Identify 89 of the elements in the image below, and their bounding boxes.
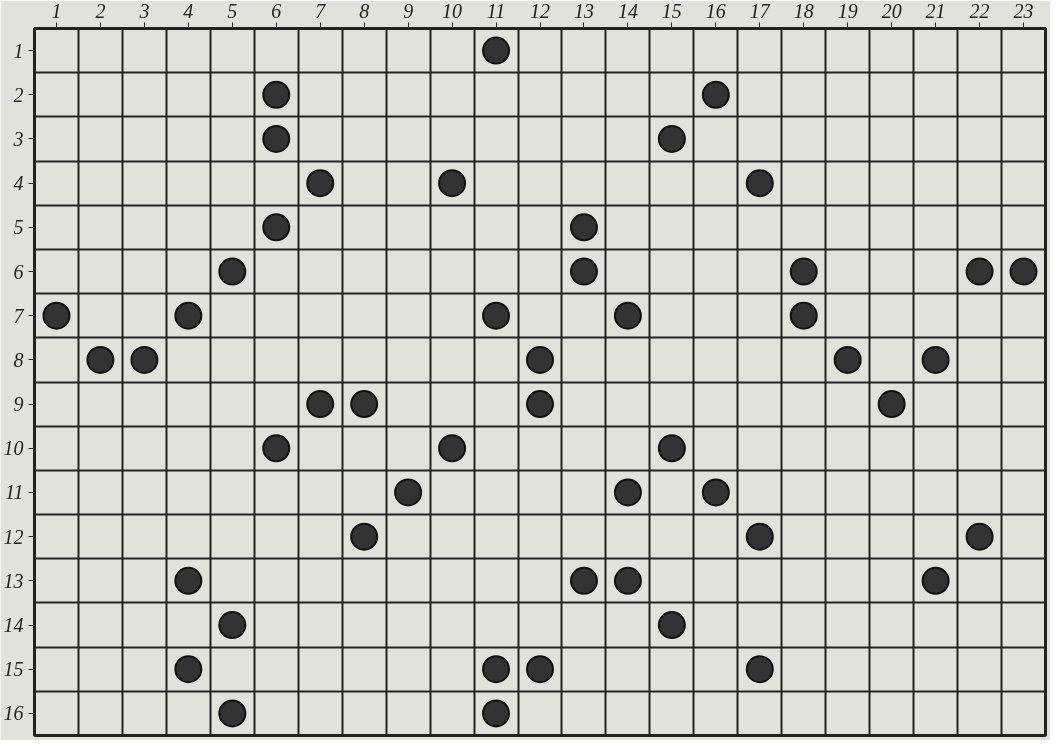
point <box>218 699 247 728</box>
y-tick-label: 15 <box>3 658 24 681</box>
y-tick-label: 8 <box>13 348 24 371</box>
y-tick-label: 2 <box>13 83 24 106</box>
point <box>262 434 291 463</box>
point <box>482 655 511 684</box>
point <box>569 566 598 595</box>
point <box>482 301 511 330</box>
y-tick-label: 12 <box>3 525 24 548</box>
point <box>833 345 862 374</box>
point <box>262 80 291 109</box>
point <box>921 345 950 374</box>
point <box>877 390 906 419</box>
point <box>262 124 291 153</box>
y-tick-label: 14 <box>3 614 24 637</box>
point <box>218 611 247 640</box>
point <box>526 345 554 374</box>
x-tick-label: 18 <box>793 0 814 22</box>
x-tick-label: 16 <box>705 0 726 22</box>
x-tick-label: 4 <box>183 0 194 22</box>
x-tick-label: 13 <box>573 0 594 22</box>
point <box>482 699 511 728</box>
point <box>965 522 994 551</box>
y-tick-label: 11 <box>4 481 24 504</box>
y-tick-label: 16 <box>3 702 24 725</box>
x-tick-label: 1 <box>51 0 62 22</box>
x-tick-label: 10 <box>442 0 463 22</box>
point <box>789 301 818 330</box>
x-tick-label: 11 <box>486 0 506 22</box>
point <box>526 655 554 684</box>
point <box>218 257 247 286</box>
y-tick-label: 6 <box>13 260 24 283</box>
point <box>438 169 467 198</box>
point <box>965 257 994 286</box>
point <box>613 301 642 330</box>
point <box>569 213 598 242</box>
x-tick-label: 5 <box>227 0 238 22</box>
y-tick-label: 10 <box>3 437 24 460</box>
point <box>1009 257 1038 286</box>
point <box>701 80 730 109</box>
point <box>174 655 203 684</box>
x-tick-label: 15 <box>661 0 682 22</box>
point <box>745 655 774 684</box>
x-tick-label: 22 <box>969 0 990 22</box>
x-tick-label: 9 <box>403 0 414 22</box>
x-tick-label: 2 <box>95 0 106 22</box>
point <box>745 169 774 198</box>
point <box>262 213 291 242</box>
y-tick-label: 9 <box>13 393 24 416</box>
point <box>174 301 203 330</box>
y-tick-label: 1 <box>13 39 24 62</box>
point <box>701 478 730 507</box>
point <box>482 36 511 65</box>
point <box>174 566 203 595</box>
x-tick-label: 6 <box>271 0 282 22</box>
point <box>306 169 335 198</box>
x-tick-label: 17 <box>749 0 771 22</box>
point <box>306 390 335 419</box>
point <box>745 522 774 551</box>
point <box>789 257 818 286</box>
x-tick-label: 12 <box>530 0 550 22</box>
x-tick-label: 23 <box>1013 0 1034 22</box>
x-tick-label: 14 <box>617 0 638 22</box>
x-tick-label: 8 <box>359 0 370 22</box>
x-tick-label: 7 <box>315 0 327 22</box>
point <box>394 478 423 507</box>
point <box>350 390 379 419</box>
y-tick-label: 13 <box>3 569 24 592</box>
y-tick-label: 7 <box>13 304 25 327</box>
point <box>350 522 379 551</box>
point <box>921 566 950 595</box>
y-tick-label: 5 <box>13 216 24 239</box>
point <box>613 566 642 595</box>
x-tick-label: 21 <box>925 0 946 22</box>
point <box>613 478 642 507</box>
x-tick-label: 3 <box>138 0 150 22</box>
y-tick-label: 3 <box>12 127 24 150</box>
point <box>569 257 598 286</box>
point <box>657 124 686 153</box>
point <box>526 390 554 419</box>
point <box>86 345 115 374</box>
point <box>657 434 686 463</box>
x-tick-label: 19 <box>837 0 858 22</box>
y-tick-label: 4 <box>13 172 24 195</box>
point <box>657 611 686 640</box>
point <box>438 434 467 463</box>
point <box>130 345 159 374</box>
point <box>42 301 71 330</box>
x-tick-label: 20 <box>881 0 902 22</box>
